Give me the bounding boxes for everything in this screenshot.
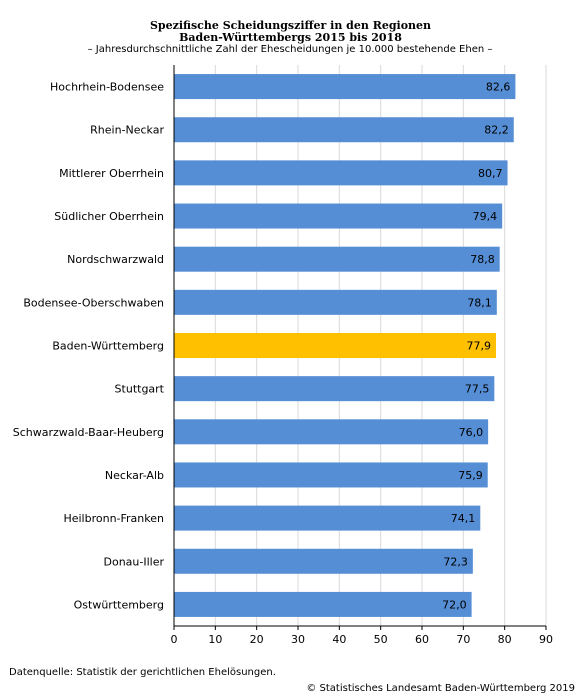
data-label: 76,0	[459, 426, 484, 439]
bar	[174, 505, 481, 531]
x-tick-label: 20	[250, 633, 264, 646]
chart-title-line2: Baden-Württembergs 2015 bis 2018	[179, 31, 402, 44]
x-tick-label: 10	[208, 633, 222, 646]
x-tick-label: 70	[456, 633, 470, 646]
bar	[174, 591, 472, 617]
category-label: Neckar-Alb	[105, 469, 164, 482]
x-tick-label: 40	[332, 633, 346, 646]
category-label: Hochrhein-Bodensee	[50, 81, 164, 94]
category-label: Stuttgart	[115, 383, 165, 396]
category-label: Rhein-Neckar	[90, 124, 164, 137]
category-label: Heilbronn-Franken	[63, 512, 164, 525]
data-label: 77,9	[466, 340, 491, 353]
data-label: 72,3	[443, 555, 468, 568]
data-label: 78,8	[470, 253, 495, 266]
category-label: Nordschwarzwald	[67, 253, 164, 266]
category-label: Mittlerer Oberrhein	[59, 167, 164, 180]
copyright-note: © Statistisches Landesamt Baden-Württemb…	[306, 683, 575, 694]
x-tick-label: 0	[171, 633, 178, 646]
bar	[174, 246, 500, 272]
category-label: Schwarzwald-Baar-Heuberg	[13, 426, 164, 439]
data-label: 78,1	[467, 296, 492, 309]
x-tick-label: 30	[291, 633, 305, 646]
category-label: Bodensee-Oberschwaben	[23, 296, 164, 309]
bar	[174, 289, 497, 315]
chart-subtitle: – Jahresdurchschnittliche Zahl der Ehesc…	[87, 44, 493, 55]
source-note: Datenquelle: Statistik der gerichtlichen…	[9, 667, 276, 678]
data-label: 75,9	[458, 469, 483, 482]
chart-title-line1: Spezifische Scheidungsziffer in den Regi…	[149, 19, 432, 32]
bar	[174, 419, 489, 445]
category-label: Südlicher Oberrhein	[54, 210, 164, 223]
data-label: 77,5	[465, 383, 490, 396]
bar	[174, 548, 473, 574]
bar	[174, 160, 508, 186]
data-label: 82,2	[484, 124, 509, 137]
data-label: 72,0	[442, 598, 467, 611]
data-label: 74,1	[451, 512, 476, 525]
x-tick-label: 90	[539, 633, 553, 646]
x-tick-label: 60	[415, 633, 429, 646]
x-tick-label: 50	[374, 633, 388, 646]
data-label: 79,4	[473, 210, 498, 223]
category-label: Donau-Iller	[104, 555, 165, 568]
data-label: 80,7	[478, 167, 503, 180]
category-label: Ostwürttemberg	[74, 598, 164, 611]
x-tick-label: 80	[498, 633, 512, 646]
data-label: 82,6	[486, 81, 511, 94]
bar	[174, 462, 488, 488]
bar	[174, 376, 495, 402]
bar	[174, 74, 516, 100]
category-label: Baden-Württemberg	[52, 340, 164, 353]
bar	[174, 333, 496, 358]
bar	[174, 117, 514, 143]
bar	[174, 203, 503, 229]
